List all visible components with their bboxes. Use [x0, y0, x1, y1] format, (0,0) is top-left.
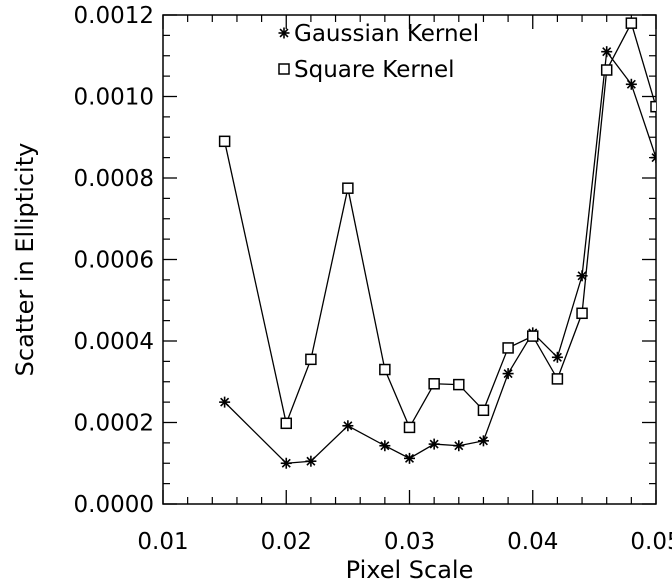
- data-point-square: [218, 135, 231, 148]
- data-point-square: [650, 100, 656, 113]
- y-tick-label: 0.0000: [74, 492, 154, 518]
- x-tick-label: 0.03: [384, 529, 435, 555]
- series-asterisk: [219, 46, 656, 469]
- data-point-square: [453, 378, 465, 391]
- y-tick-label: 0.0002: [74, 411, 154, 437]
- y-tick-label: 0.0008: [74, 166, 154, 192]
- y-axis-ticks: 0.0000 0.0002 0.0004 0.0006 0.0008 0.0010 0.00…: [74, 3, 656, 518]
- data-point-asterisk: [219, 396, 231, 408]
- data-point-square: [625, 17, 638, 29]
- data-point-asterisk: [379, 440, 391, 452]
- data-point-square: [477, 404, 490, 417]
- series-line-square: [223, 21, 656, 429]
- data-point-asterisk: [342, 420, 354, 432]
- data-point-asterisk: [650, 152, 656, 164]
- x-tick-label: 0.01: [137, 529, 188, 555]
- data-point-square: [403, 421, 416, 434]
- data-point-asterisk: [428, 438, 440, 450]
- legend-label: Square Kernel: [294, 57, 455, 83]
- legend-label: Gaussian Kernel: [294, 21, 479, 47]
- data-point-square: [342, 182, 354, 194]
- data-point-asterisk: [280, 457, 292, 469]
- data-point-asterisk: [502, 368, 514, 380]
- data-point-asterisk: [404, 452, 415, 464]
- series-line-asterisk: [224, 49, 656, 464]
- data-point-square: [280, 417, 292, 430]
- data-point-asterisk: [551, 351, 563, 363]
- legend: Gaussian Kernel Square Kernel: [278, 21, 479, 83]
- data-point-asterisk: [305, 455, 317, 467]
- data-point-square: [379, 363, 391, 376]
- data-point-asterisk: [453, 440, 465, 452]
- x-tick-label: 0.05: [630, 529, 672, 555]
- data-point-square: [428, 378, 440, 390]
- legend-marker-asterisk: [278, 27, 290, 39]
- data-point-square: [502, 342, 514, 354]
- x-tick-label: 0.04: [507, 529, 558, 555]
- data-series: [218, 17, 656, 469]
- legend-item: Gaussian Kernel: [278, 21, 479, 47]
- y-tick-label: 0.0012: [74, 3, 154, 29]
- data-point-asterisk: [601, 46, 613, 58]
- data-point-square: [576, 307, 588, 320]
- data-point-square: [600, 64, 613, 76]
- series-square: [218, 17, 656, 434]
- legend-marker-square: [278, 63, 290, 75]
- x-axis-label: Pixel Scale: [346, 556, 474, 584]
- data-point-asterisk: [625, 78, 637, 90]
- y-tick-label: 0.0004: [74, 329, 154, 355]
- data-point-asterisk: [477, 435, 489, 447]
- data-point-square: [305, 353, 317, 366]
- data-point-square: [551, 373, 564, 385]
- y-tick-label: 0.0006: [74, 248, 154, 274]
- y-axis-label: Scatter in Ellipticity: [11, 143, 39, 377]
- legend-item: Square Kernel: [278, 57, 455, 83]
- x-tick-label: 0.02: [261, 529, 312, 555]
- y-tick-label: 0.0010: [74, 85, 154, 111]
- data-point-square: [527, 330, 539, 342]
- x-axis-ticks: 0.01 0.02 0.03 0.04 0.05: [137, 15, 672, 555]
